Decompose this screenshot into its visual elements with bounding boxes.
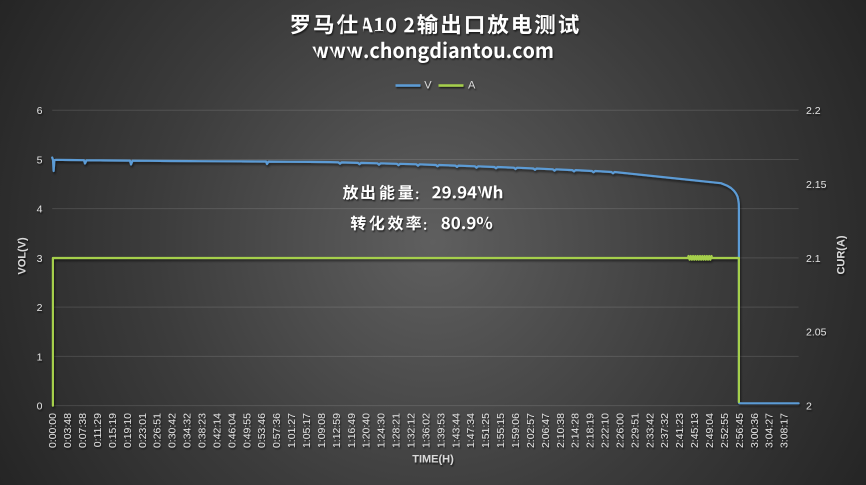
svg-text:1:12:59: 1:12:59 — [331, 413, 343, 448]
svg-text:V: V — [424, 79, 432, 91]
svg-text:0:07:38: 0:07:38 — [77, 413, 89, 448]
svg-text:1:01:27: 1:01:27 — [286, 413, 298, 448]
svg-text:2: 2 — [806, 401, 812, 413]
svg-text:2.2: 2.2 — [806, 105, 821, 117]
svg-text:0:38:23: 0:38:23 — [197, 413, 209, 448]
svg-text:0:42:14: 0:42:14 — [211, 413, 223, 448]
svg-text:2:45:13: 2:45:13 — [689, 413, 701, 448]
svg-text:0:57:36: 0:57:36 — [271, 413, 283, 448]
svg-text:2:06:47: 2:06:47 — [540, 413, 552, 448]
svg-text:1:16:49: 1:16:49 — [346, 413, 358, 448]
svg-text:2:02:57: 2:02:57 — [525, 413, 537, 448]
svg-text:2:29:51: 2:29:51 — [629, 413, 641, 448]
svg-text:2:56:45: 2:56:45 — [734, 413, 746, 448]
svg-text:1:20:40: 1:20:40 — [361, 413, 373, 448]
svg-text:1:28:21: 1:28:21 — [391, 413, 403, 448]
svg-text:0:46:04: 0:46:04 — [226, 413, 238, 448]
svg-text:5: 5 — [37, 154, 43, 166]
svg-text:0: 0 — [37, 401, 43, 413]
svg-text:2.1: 2.1 — [806, 253, 821, 265]
svg-text:3:04:27: 3:04:27 — [764, 413, 776, 448]
svg-text:2:33:42: 2:33:42 — [644, 413, 656, 448]
svg-text:4: 4 — [37, 204, 43, 216]
svg-text:CUR(A): CUR(A) — [836, 235, 848, 274]
svg-text:0:03:48: 0:03:48 — [62, 413, 74, 448]
svg-text:3: 3 — [37, 253, 43, 265]
svg-text:1:09:08: 1:09:08 — [316, 413, 328, 448]
svg-text:1:39:53: 1:39:53 — [435, 413, 447, 448]
svg-text:VOL(V): VOL(V) — [17, 237, 29, 275]
svg-text:0:53:46: 0:53:46 — [256, 413, 268, 448]
svg-text:A: A — [468, 79, 476, 91]
svg-text:2:52:55: 2:52:55 — [719, 413, 731, 448]
svg-text:0:00:00: 0:00:00 — [47, 413, 59, 448]
svg-text:1:32:12: 1:32:12 — [406, 413, 418, 448]
svg-text:1:36:02: 1:36:02 — [420, 413, 432, 448]
svg-text:2:41:23: 2:41:23 — [674, 413, 686, 448]
svg-text:2: 2 — [37, 302, 43, 314]
svg-text:0:49:55: 0:49:55 — [241, 413, 253, 448]
svg-text:2.15: 2.15 — [806, 179, 827, 191]
svg-text:1:55:15: 1:55:15 — [495, 413, 507, 448]
svg-text:2:14:28: 2:14:28 — [570, 413, 582, 448]
svg-text:1:47:34: 1:47:34 — [465, 413, 477, 448]
svg-text:6: 6 — [37, 105, 43, 117]
svg-text:0:34:32: 0:34:32 — [182, 413, 194, 448]
svg-text:2:22:10: 2:22:10 — [600, 413, 612, 448]
svg-text:2:18:19: 2:18:19 — [585, 413, 597, 448]
svg-text:0:23:01: 0:23:01 — [137, 413, 149, 448]
svg-text:1:59:06: 1:59:06 — [510, 413, 522, 448]
svg-text:2:26:00: 2:26:00 — [615, 413, 627, 448]
svg-text:2.05: 2.05 — [806, 327, 827, 339]
svg-text:1:05:17: 1:05:17 — [301, 413, 313, 448]
svg-text:0:15:19: 0:15:19 — [107, 413, 119, 448]
svg-text:1: 1 — [37, 351, 43, 363]
svg-text:2:37:32: 2:37:32 — [659, 413, 671, 448]
svg-text:TIME(H): TIME(H) — [412, 453, 454, 465]
svg-text:0:11:29: 0:11:29 — [92, 413, 104, 447]
svg-text:1:24:30: 1:24:30 — [376, 413, 388, 448]
svg-text:1:43:44: 1:43:44 — [450, 413, 462, 448]
svg-text:3:08:17: 3:08:17 — [779, 413, 791, 448]
svg-text:2:49:04: 2:49:04 — [704, 413, 716, 448]
svg-text:0:19:10: 0:19:10 — [122, 413, 134, 448]
svg-text:0:26:51: 0:26:51 — [152, 413, 164, 448]
svg-text:0:30:42: 0:30:42 — [167, 413, 179, 448]
svg-text:3:00:36: 3:00:36 — [749, 413, 761, 448]
svg-text:1:51:25: 1:51:25 — [480, 413, 492, 448]
svg-text:2:10:38: 2:10:38 — [555, 413, 567, 448]
